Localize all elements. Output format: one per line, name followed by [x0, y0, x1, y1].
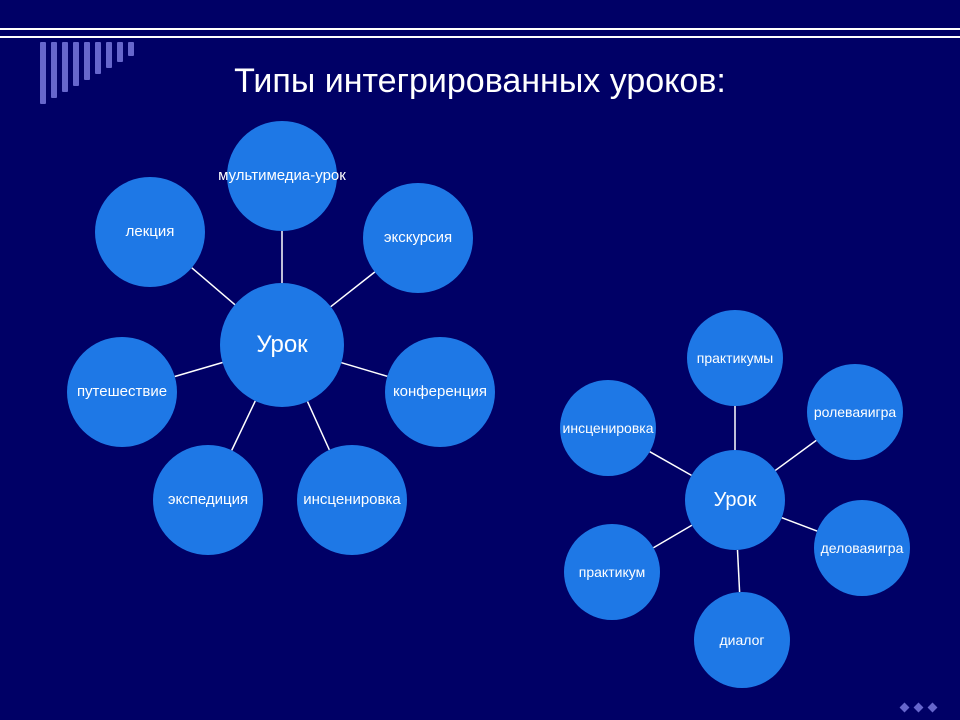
outer-node-right-3: диалог [694, 592, 790, 688]
outer-node-right-5: инсценировка [560, 380, 656, 476]
footer-diamond [914, 703, 924, 713]
deco-bar [117, 42, 123, 62]
outer-node-left-0: мультимедиа-урок [227, 121, 337, 231]
top-rule [0, 36, 960, 38]
center-node-left: Урок [220, 283, 344, 407]
footer-diamond [900, 703, 910, 713]
outer-node-right-1: ролеваяигра [807, 364, 903, 460]
slide-title: Типы интегрированных уроков: [0, 62, 960, 101]
outer-node-left-2: конференция [385, 337, 495, 447]
outer-node-left-3: инсценировка [297, 445, 407, 555]
outer-node-left-6: лекция [95, 177, 205, 287]
outer-node-right-0: практикумы [687, 310, 783, 406]
center-node-right: Урок [685, 450, 785, 550]
outer-node-left-4: экспедиция [153, 445, 263, 555]
slide: Типы интегрированных уроков: Урок мультим… [0, 0, 960, 720]
outer-node-left-5: путешествие [67, 337, 177, 447]
outer-node-right-2: деловаяигра [814, 500, 910, 596]
footer-diamond [928, 703, 938, 713]
deco-bar [128, 42, 134, 56]
top-rule [0, 28, 960, 30]
outer-node-right-4: практикум [564, 524, 660, 620]
outer-node-left-1: экскурсия [363, 183, 473, 293]
